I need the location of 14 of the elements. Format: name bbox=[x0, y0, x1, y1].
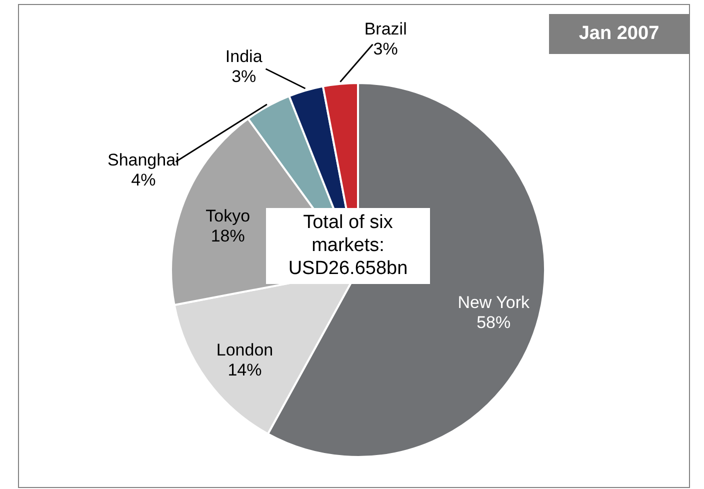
slice-label: Tokyo bbox=[206, 206, 250, 226]
data-label: 58% bbox=[476, 312, 511, 332]
slice-label: India bbox=[225, 46, 263, 66]
data-label: 3% bbox=[232, 66, 256, 86]
data-label: 14% bbox=[228, 360, 262, 380]
text: Jan 2007 bbox=[549, 14, 689, 54]
data-label: 4% bbox=[131, 170, 156, 190]
slice-label: London bbox=[216, 340, 274, 360]
data-label: 18% bbox=[210, 226, 245, 246]
slice-label: New York bbox=[458, 292, 530, 312]
slice-label: Brazil bbox=[364, 20, 407, 39]
slice-label: Shanghai bbox=[107, 150, 180, 170]
text: Total of six markets: USD26.658bn bbox=[266, 208, 430, 284]
data-label: 3% bbox=[373, 40, 398, 59]
